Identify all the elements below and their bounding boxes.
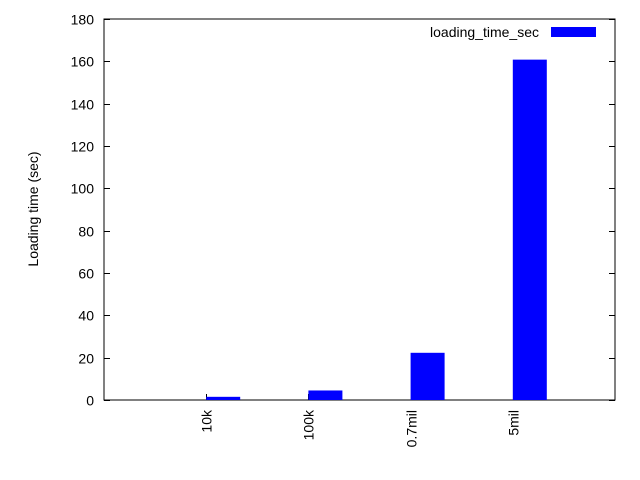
y-tick-label: 20 bbox=[78, 351, 94, 367]
plot-border bbox=[103, 18, 616, 401]
y-tick-label: 80 bbox=[78, 224, 94, 240]
y-axis-label: Loading time (sec) bbox=[25, 151, 41, 266]
x-tick-label: 10k bbox=[199, 409, 215, 433]
y-tick-label: 40 bbox=[78, 308, 94, 324]
y-tick-label: 180 bbox=[71, 12, 95, 28]
x-tick-label: 100k bbox=[301, 409, 317, 440]
x-tick-label: 5mil bbox=[506, 410, 522, 436]
bar-series bbox=[206, 59, 547, 400]
legend-swatch bbox=[551, 27, 596, 37]
legend-label: loading_time_sec bbox=[430, 24, 539, 40]
bar bbox=[410, 352, 445, 400]
plot-area bbox=[103, 18, 616, 401]
y-tick-label: 0 bbox=[86, 393, 94, 409]
bar bbox=[512, 59, 547, 400]
x-tick-label: 0.7mil bbox=[404, 410, 420, 447]
x-axis: 10k 100k 0.7mil 5mil bbox=[199, 394, 522, 447]
y-tick-label: 160 bbox=[71, 54, 95, 70]
y-tick-label: 120 bbox=[71, 139, 95, 155]
y-tick-label: 100 bbox=[71, 181, 95, 197]
y-tick-label: 140 bbox=[71, 97, 95, 113]
y-axis: 0 20 40 60 80 100 120 140 160 180 bbox=[71, 12, 615, 409]
y-tick-label: 60 bbox=[78, 266, 94, 282]
bar bbox=[308, 390, 343, 400]
bar bbox=[206, 396, 241, 400]
legend: loading_time_sec bbox=[430, 24, 596, 40]
